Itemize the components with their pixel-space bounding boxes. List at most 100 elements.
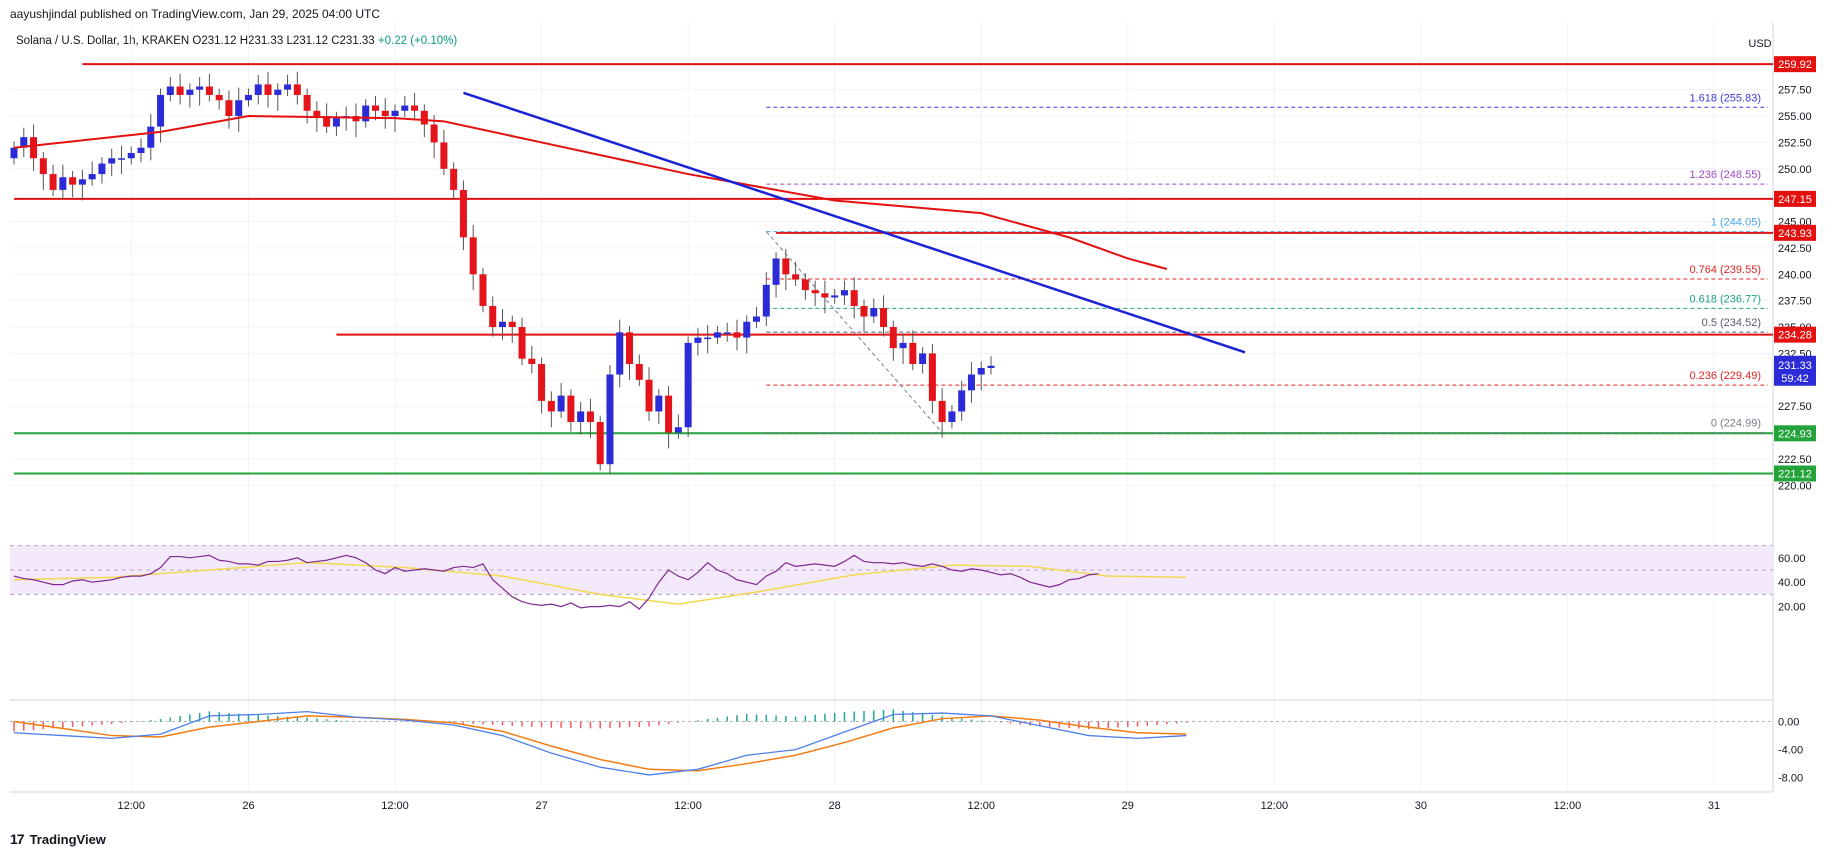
candle-body bbox=[674, 427, 682, 433]
time-tick-label: 12:00 bbox=[1261, 800, 1289, 812]
candle-body bbox=[401, 105, 409, 111]
candle-body bbox=[958, 390, 966, 412]
level-price-tag-label: 234.28 bbox=[1778, 330, 1812, 342]
ohlc-close: C231.33 bbox=[331, 35, 375, 47]
price-tick-label: 237.50 bbox=[1778, 296, 1812, 308]
candle-body bbox=[98, 163, 106, 175]
candle-body bbox=[547, 400, 555, 412]
candle-body bbox=[635, 363, 643, 380]
candle-body bbox=[391, 110, 399, 117]
candle-body bbox=[899, 342, 907, 349]
symbol-label[interactable]: Solana / U.S. Dollar, 1h, KRAKEN bbox=[16, 35, 190, 47]
candle-body bbox=[450, 168, 458, 190]
candle-body bbox=[733, 332, 741, 338]
fib-level-label: 1 (244.05) bbox=[1711, 217, 1761, 229]
candle-body bbox=[938, 400, 946, 422]
candle-body bbox=[616, 332, 624, 375]
fib-level-label: 0.236 (229.49) bbox=[1689, 370, 1761, 382]
moving-average-line bbox=[13, 115, 1168, 270]
level-price-tag bbox=[1774, 326, 1816, 343]
price-tick-label: 242.50 bbox=[1778, 243, 1812, 255]
chart-grid bbox=[10, 22, 1774, 793]
fib-level-label: 0 (224.99) bbox=[1711, 418, 1761, 430]
currency-label: USD bbox=[1748, 38, 1771, 50]
candle-body bbox=[176, 86, 184, 95]
time-tick-label: 27 bbox=[535, 800, 547, 812]
time-tick-label: 12:00 bbox=[674, 800, 702, 812]
candle-body bbox=[244, 94, 252, 101]
time-tick-label: 29 bbox=[1122, 800, 1134, 812]
candle-body bbox=[977, 367, 985, 375]
candle-body bbox=[684, 342, 692, 428]
candle-body bbox=[518, 327, 526, 359]
candle-body bbox=[577, 411, 585, 422]
candle-body bbox=[567, 395, 575, 422]
candle-body bbox=[215, 94, 223, 101]
candle-body bbox=[117, 158, 125, 160]
candle-body bbox=[889, 327, 897, 349]
candle-body bbox=[723, 332, 731, 334]
tradingview-logo-icon: 17 bbox=[10, 831, 25, 847]
candle-body bbox=[469, 237, 477, 275]
rsi-tick-label: 60.00 bbox=[1778, 553, 1806, 565]
rsi-tick-label: 20.00 bbox=[1778, 602, 1806, 614]
ohlc-low: L231.12 bbox=[286, 35, 329, 47]
candle-body bbox=[508, 321, 516, 328]
candle-body bbox=[753, 316, 761, 322]
candle-body bbox=[157, 94, 165, 127]
candle-body bbox=[274, 89, 282, 95]
time-tick-label: 28 bbox=[829, 800, 841, 812]
level-price-tag-label: 243.93 bbox=[1778, 228, 1812, 240]
candle-body bbox=[147, 126, 155, 148]
candle-body bbox=[59, 177, 67, 190]
candle-body bbox=[205, 86, 213, 95]
fib-level-label: 1.236 (248.55) bbox=[1689, 169, 1761, 181]
rsi-line bbox=[13, 554, 1099, 610]
candle-body bbox=[225, 100, 233, 117]
fib-level-label: 0.764 (239.55) bbox=[1689, 264, 1761, 276]
candle-body bbox=[743, 321, 751, 338]
candle-body bbox=[499, 321, 506, 328]
candle-body bbox=[352, 116, 360, 122]
candle-body bbox=[235, 100, 243, 117]
rsi-pane bbox=[10, 545, 1773, 610]
macd-tick-label: 0.00 bbox=[1778, 717, 1799, 729]
candle-body bbox=[254, 84, 262, 95]
candle-body bbox=[704, 337, 712, 340]
tradingview-logo[interactable]: 17 TradingView bbox=[10, 831, 106, 847]
bearish-trend-line bbox=[463, 91, 1246, 354]
candle-body bbox=[860, 305, 868, 317]
time-tick-label: 12:00 bbox=[1554, 800, 1582, 812]
candle-body bbox=[479, 274, 487, 306]
candle-body bbox=[420, 110, 428, 125]
candle-body bbox=[411, 105, 419, 111]
candle-body bbox=[30, 137, 38, 159]
last-price-tag bbox=[1774, 355, 1816, 386]
candle-body bbox=[538, 363, 546, 401]
level-price-tag-label: 247.15 bbox=[1778, 194, 1812, 206]
candle-body bbox=[49, 174, 57, 190]
last-price-label: 231.33 bbox=[1778, 360, 1812, 372]
level-price-tag-label: 259.92 bbox=[1778, 59, 1812, 71]
candle-body bbox=[166, 86, 174, 95]
candle-body bbox=[596, 422, 604, 465]
candle-body bbox=[332, 118, 340, 127]
candle-body bbox=[323, 116, 331, 127]
fib-level-label: 0.5 (234.52) bbox=[1702, 317, 1761, 329]
candle-body bbox=[880, 308, 888, 328]
candle-body bbox=[430, 124, 438, 143]
candle-body bbox=[948, 411, 956, 422]
bar-countdown-label: 59:42 bbox=[1781, 373, 1809, 385]
ohlc-open: O231.12 bbox=[192, 35, 237, 47]
price-tick-label: 227.50 bbox=[1778, 401, 1812, 413]
macd-tick-label: -4.00 bbox=[1778, 745, 1803, 757]
level-price-tag bbox=[1774, 425, 1816, 442]
candle-body bbox=[196, 86, 204, 90]
candle-body bbox=[371, 105, 379, 111]
candle-body bbox=[557, 395, 565, 412]
time-tick-label: 31 bbox=[1708, 800, 1720, 812]
candle-body bbox=[440, 142, 448, 169]
candle-body bbox=[20, 137, 28, 148]
time-tick-label: 12:00 bbox=[967, 800, 995, 812]
